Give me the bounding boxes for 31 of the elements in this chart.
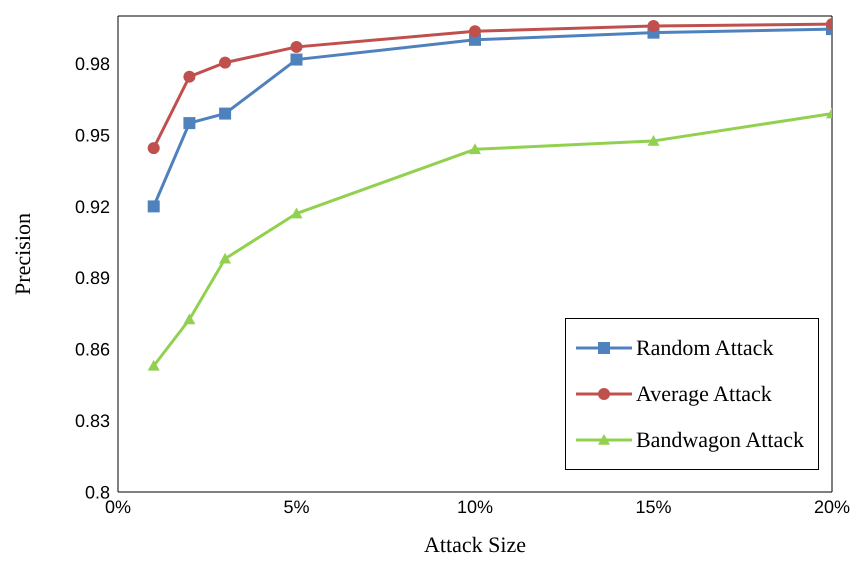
x-tick-label: 5% xyxy=(283,496,310,517)
point xyxy=(648,134,660,146)
y-tick-label: 0.83 xyxy=(74,410,110,431)
legend-label: Average Attack xyxy=(636,381,772,407)
legend-label: Bandwagon Attack xyxy=(636,427,804,453)
point xyxy=(469,25,481,38)
point xyxy=(290,208,302,218)
point xyxy=(183,313,196,324)
x-tick-label: 10% xyxy=(456,496,494,517)
point xyxy=(219,252,232,264)
point xyxy=(183,70,196,83)
x-axis-title: Attack Size xyxy=(424,532,526,557)
point xyxy=(219,56,232,69)
point xyxy=(183,117,196,130)
x-tick-label: 20% xyxy=(814,496,850,517)
point xyxy=(148,142,160,154)
y-tick-label: 0.86 xyxy=(74,340,110,360)
legend-label: Random Attack xyxy=(636,335,774,361)
point xyxy=(219,108,232,120)
point xyxy=(148,360,160,371)
point xyxy=(148,200,160,212)
y-axis-title: Precision xyxy=(10,213,35,295)
point xyxy=(469,143,481,154)
y-tick-label: 0.98 xyxy=(74,54,110,74)
point xyxy=(290,54,302,66)
point xyxy=(290,40,302,53)
x-tick-label: 15% xyxy=(635,496,672,517)
y-tick-label: 0.95 xyxy=(74,125,110,146)
y-tick-label: 0.92 xyxy=(74,196,110,217)
y-tick-label: 0.89 xyxy=(74,268,110,288)
point xyxy=(648,20,660,32)
